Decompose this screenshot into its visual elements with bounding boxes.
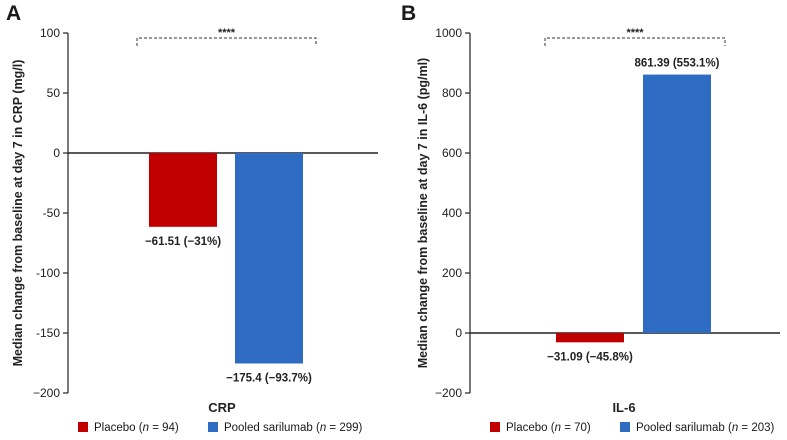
chart-b-ytick-label: 600 bbox=[442, 146, 462, 160]
chart-a-bar-label-placebo: −61.51 (−31%) bbox=[145, 236, 221, 248]
legend-b-sarilumab-n: n bbox=[731, 422, 739, 434]
legend-a-placebo-swatch bbox=[78, 422, 88, 432]
chart-a-ytick-label: 50 bbox=[47, 86, 61, 100]
legend-b-placebo-pre: Placebo ( bbox=[506, 422, 555, 434]
legend-a-placebo: Placebo (n = 94) bbox=[78, 422, 179, 434]
chart-a-bar-label-sarilumab: −175.4 (−93.7%) bbox=[226, 372, 312, 384]
chart-b-xlabel: IL-6 bbox=[612, 400, 635, 415]
chart-a-significance-stars: **** bbox=[218, 27, 236, 39]
chart-b-ytick-label: 1000 bbox=[435, 26, 462, 40]
legend-a-sarilumab: Pooled sarilumab (n = 299) bbox=[207, 422, 363, 434]
chart-a-ytick-label: 100 bbox=[40, 26, 60, 40]
legend-a-placebo-n: n bbox=[142, 422, 149, 434]
chart-a-ytick-label: −200 bbox=[33, 386, 60, 400]
panel-b-letter: B bbox=[401, 2, 417, 25]
chart-b-bar-placebo bbox=[556, 333, 624, 343]
legend-b-placebo-swatch bbox=[490, 422, 500, 432]
legend-b: Placebo (n = 70) Pooled sarilumab (n = 2… bbox=[490, 422, 787, 434]
chart-b-significance-stars: **** bbox=[626, 27, 644, 39]
panel-a-letter: A bbox=[6, 2, 22, 25]
chart-a-ytick-label: -100 bbox=[36, 266, 60, 280]
figure-canvas: 100 50 0 -50 -100 -150 −200 −61.51 (−31%) −175.4… bbox=[11, 26, 780, 415]
legend-a-sarilumab-swatch bbox=[207, 422, 218, 432]
legend-b-sarilumab-swatch bbox=[619, 422, 630, 432]
chart-b-significance-bracket bbox=[544, 37, 726, 46]
chart-a-ytick-label: -50 bbox=[43, 206, 61, 220]
chart-b-bar-label-placebo: −31.09 (−45.8%) bbox=[547, 351, 633, 363]
chart-a-xlabel: CRP bbox=[208, 400, 236, 415]
chart-a-significance-bracket bbox=[136, 37, 317, 46]
legend-b-placebo: Placebo (n = 70) bbox=[490, 422, 591, 434]
chart-b-ytick-label: 800 bbox=[442, 86, 462, 100]
chart-b-ytick-label: 200 bbox=[442, 266, 462, 280]
legend-b-sarilumab: Pooled sarilumab (n = 203) bbox=[619, 422, 775, 434]
legend-a-sarilumab-pre: Pooled sarilumab ( bbox=[223, 422, 320, 434]
legend-b-placebo-post: = 70) bbox=[561, 422, 591, 434]
chart-a-bar-placebo bbox=[149, 153, 217, 227]
chart-a-ylabel: Median change from baseline at day 7 in … bbox=[11, 60, 25, 367]
chart-a-bar-sarilumab bbox=[235, 153, 303, 364]
legend-a-sarilumab-post: = 299) bbox=[326, 422, 363, 434]
chart-a-ytick-label: 0 bbox=[53, 146, 60, 160]
legend-a-sarilumab-n: n bbox=[319, 422, 327, 434]
chart-b-bar-label-sarilumab: 861.39 (553.1%) bbox=[634, 58, 719, 70]
legend-a: Placebo (n = 94) Pooled sarilumab (n = 2… bbox=[78, 422, 388, 434]
chart-b-bar-sarilumab bbox=[643, 74, 711, 333]
legend-b-sarilumab-post: = 203) bbox=[738, 422, 775, 434]
chart-b-ytick-label: 0 bbox=[455, 326, 462, 340]
chart-a-ytick-label: -150 bbox=[36, 326, 60, 340]
chart-b-ytick-label: 400 bbox=[442, 206, 462, 220]
chart-b-ylabel: Median change from baseline at day 7 in … bbox=[416, 58, 430, 368]
chart-b-ytick-label: −200 bbox=[435, 386, 462, 400]
legend-a-placebo-pre: Placebo ( bbox=[94, 422, 143, 434]
legend-b-sarilumab-pre: Pooled sarilumab ( bbox=[635, 422, 732, 434]
legend-a-placebo-post: = 94) bbox=[149, 422, 179, 434]
legend-b-placebo-n: n bbox=[554, 422, 561, 434]
